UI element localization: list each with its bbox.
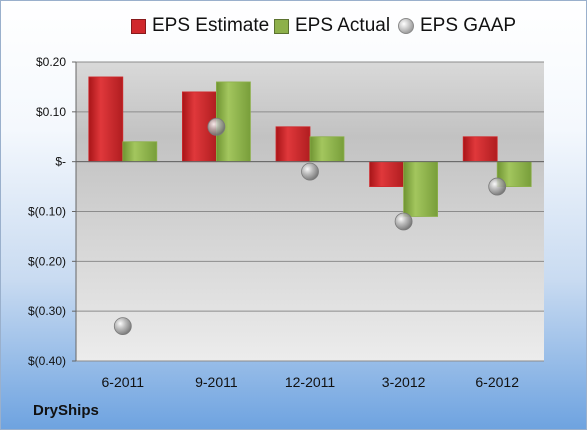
x-tick-label: 12-2011 <box>285 374 336 390</box>
estimate-bar <box>462 136 498 163</box>
legend-marker-gaap <box>398 18 414 34</box>
gaap-point <box>113 317 132 336</box>
gaap-points <box>113 117 507 336</box>
legend-swatch-actual <box>274 18 289 34</box>
gaap-point <box>394 212 413 231</box>
x-axis: 6-2011 9-2011 12-2011 3-2012 6-2012 <box>76 161 544 390</box>
legend-label-gaap: EPS GAAP <box>420 15 517 36</box>
gaap-point <box>301 162 319 181</box>
y-tick-label: $- <box>55 155 66 169</box>
y-axis: $0.20 $0.10 $- $(0.10) $(0.20) $(0.30) $(0.40) <box>28 55 77 368</box>
x-tick-label: 6-2012 <box>475 374 519 390</box>
x-tick-label: 3-2012 <box>382 374 426 390</box>
company-name: DryShips <box>33 402 99 419</box>
legend-item-gaap: EPS GAAP <box>398 15 516 37</box>
estimate-bar <box>275 126 311 163</box>
legend-item-estimate: EPS Estimate <box>131 15 269 37</box>
actual-bar <box>309 136 345 163</box>
legend: EPS Estimate EPS Actual EPS GAAP <box>1 15 586 45</box>
y-tick-label: $(0.30) <box>28 304 66 318</box>
y-tick-label: $(0.10) <box>28 205 66 219</box>
legend-label-estimate: EPS Estimate <box>152 15 270 36</box>
y-tick-label: $(0.20) <box>28 254 66 268</box>
estimate-bar <box>369 161 405 187</box>
y-tick-label: $0.10 <box>36 105 66 119</box>
y-tick-label: $(0.40) <box>28 354 66 368</box>
legend-item-actual: EPS Actual <box>274 15 390 37</box>
bar-series <box>88 76 532 217</box>
legend-label-actual: EPS Actual <box>295 15 391 36</box>
x-tick-label: 6-2011 <box>102 374 145 390</box>
actual-bar <box>122 141 158 163</box>
gaap-point <box>207 117 226 136</box>
gridlines <box>76 61 544 362</box>
x-tick-label: 9-2011 <box>195 374 238 390</box>
gaap-point <box>488 177 507 196</box>
estimate-bar <box>88 76 124 163</box>
y-tick-label: $0.20 <box>36 55 66 69</box>
legend-swatch-estimate <box>131 18 146 34</box>
actual-bar <box>403 161 439 217</box>
